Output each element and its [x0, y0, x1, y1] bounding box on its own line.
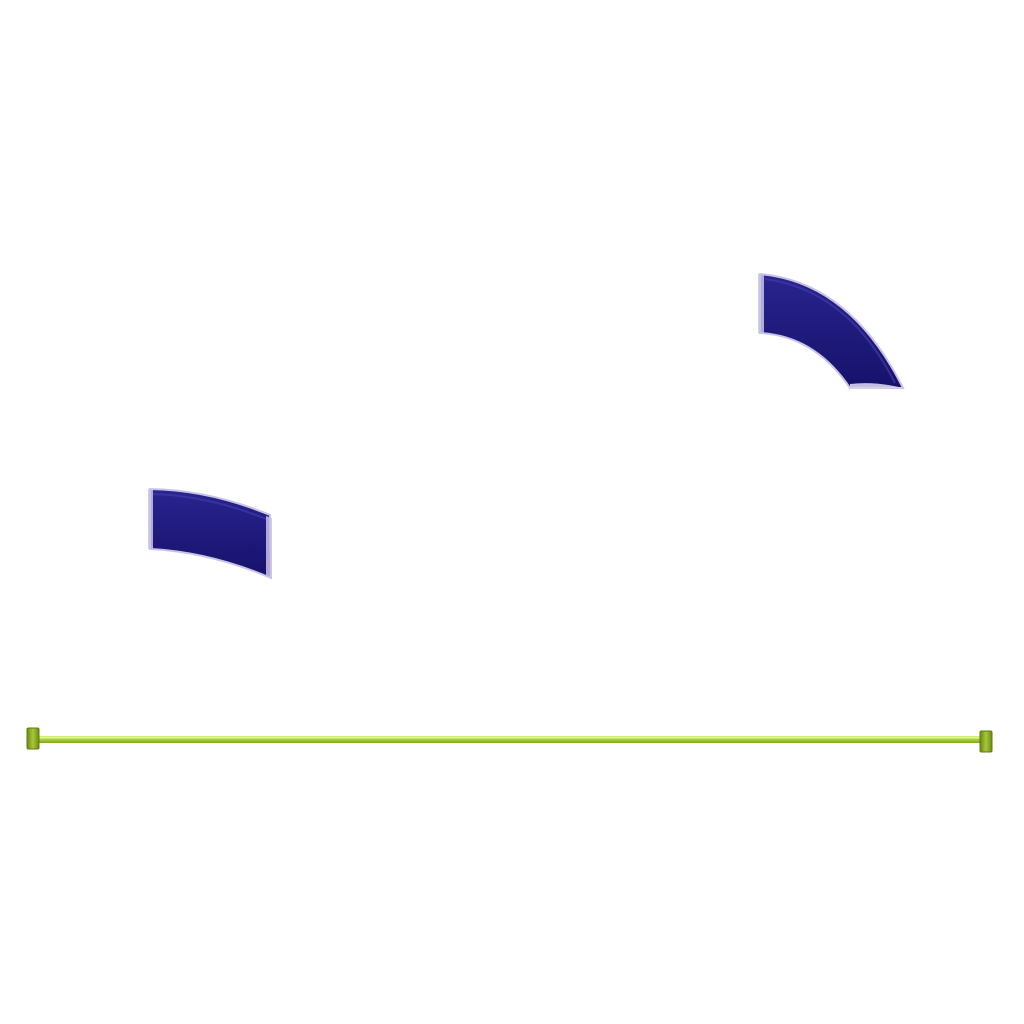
arc-segment-left: [148, 487, 273, 580]
horizontal-rod: [26, 727, 993, 753]
arc-segment-right: [758, 272, 905, 389]
rod-end-cap-left: [26, 727, 40, 750]
rod-end-cap-right: [979, 730, 993, 753]
